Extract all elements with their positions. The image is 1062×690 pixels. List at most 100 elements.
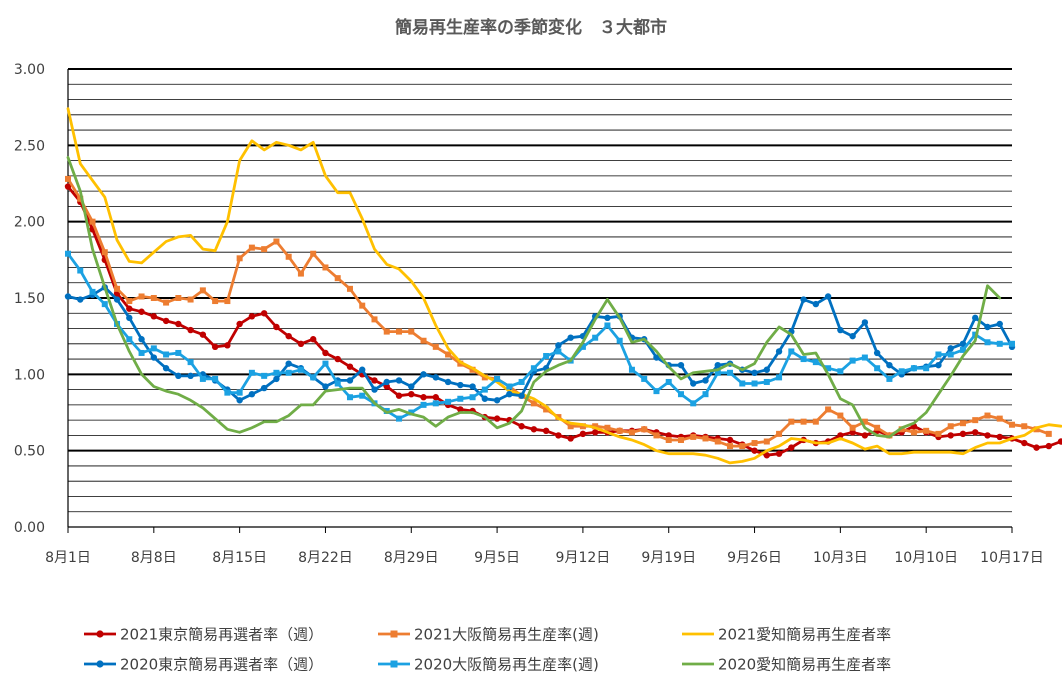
data-point — [972, 417, 979, 424]
data-point — [569, 422, 572, 425]
data-point — [248, 313, 256, 320]
data-point — [273, 238, 280, 245]
data-point — [618, 316, 621, 319]
data-point — [395, 377, 403, 384]
data-point — [520, 410, 523, 413]
legend-item: 2020大阪簡易再生産率(週) — [378, 656, 599, 674]
data-point — [211, 343, 219, 351]
data-point — [481, 386, 488, 393]
data-point — [324, 174, 327, 177]
data-point — [150, 295, 157, 301]
data-point — [741, 460, 744, 463]
data-point — [643, 338, 646, 341]
data-point — [199, 331, 207, 338]
data-point — [690, 433, 697, 440]
data-point — [163, 351, 170, 358]
data-point — [175, 295, 182, 301]
data-point — [128, 260, 131, 263]
data-point — [322, 349, 329, 357]
data-point — [408, 383, 415, 390]
data-point — [385, 263, 388, 266]
data-point — [996, 433, 1003, 441]
data-point — [201, 407, 204, 410]
data-point — [250, 139, 253, 142]
legend-item: 2021愛知簡易再生産者率 — [682, 626, 891, 644]
data-point — [493, 415, 501, 422]
data-point — [579, 423, 586, 430]
data-point — [814, 352, 817, 355]
data-point — [126, 298, 133, 305]
series-2 — [65, 175, 1052, 450]
data-point — [189, 399, 192, 402]
data-point — [214, 417, 217, 420]
x-tick-label: 9月5日 — [474, 550, 520, 566]
data-point — [187, 296, 194, 303]
data-point — [910, 429, 917, 436]
data-point — [250, 426, 253, 429]
data-point — [790, 437, 793, 440]
data-point — [91, 248, 94, 251]
data-point — [667, 452, 670, 455]
data-point — [606, 431, 609, 434]
data-point — [457, 381, 464, 389]
data-point — [65, 175, 71, 182]
data-point — [469, 383, 476, 390]
data-point — [1009, 421, 1015, 428]
data-point — [849, 424, 856, 431]
data-point — [336, 191, 339, 194]
data-point — [665, 436, 672, 443]
data-point — [935, 351, 942, 358]
data-point — [557, 364, 560, 367]
data-point — [260, 384, 268, 392]
data-point — [91, 179, 94, 182]
data-point — [729, 362, 732, 365]
data-point — [776, 430, 783, 437]
data-point — [422, 416, 425, 419]
data-point — [959, 346, 966, 353]
data-point — [1021, 423, 1028, 430]
data-point — [212, 375, 219, 382]
data-point — [77, 195, 84, 202]
data-point — [177, 393, 180, 396]
data-point — [837, 326, 844, 334]
axes: 0.00 0.50 1.00 1.50 2.00 2.50 3.00 8月1日 8月8日 8月15… — [14, 62, 1044, 566]
data-point — [788, 418, 795, 425]
data-point — [77, 267, 84, 274]
data-point — [763, 438, 770, 445]
data-point — [837, 412, 844, 419]
data-point — [508, 422, 511, 425]
data-point — [152, 385, 155, 388]
data-point — [653, 354, 660, 361]
legend-marker — [96, 660, 104, 668]
data-point — [297, 366, 304, 373]
data-point — [974, 339, 977, 342]
data-point — [236, 389, 243, 396]
data-point — [778, 445, 781, 448]
data-point — [263, 149, 266, 152]
data-point — [113, 296, 121, 303]
data-point — [187, 372, 194, 380]
data-point — [334, 380, 341, 387]
data-point — [138, 308, 145, 315]
data-point — [753, 457, 756, 460]
legend-label: 2021大阪簡易再生産率(週) — [414, 626, 599, 644]
data-point — [778, 326, 781, 329]
data-point — [567, 334, 574, 341]
legend-item: 2020東京簡易再選者率（週） — [84, 656, 323, 674]
data-point — [273, 375, 280, 383]
data-point — [677, 361, 685, 369]
data-point — [616, 427, 623, 434]
data-point — [248, 369, 255, 376]
y-tick-label: 2.00 — [14, 215, 45, 231]
data-point — [410, 280, 413, 283]
data-point — [751, 440, 758, 447]
data-point — [285, 369, 292, 376]
data-point — [103, 196, 106, 199]
data-point — [739, 380, 746, 387]
x-tick-label: 8月8日 — [131, 550, 177, 566]
data-point — [984, 412, 991, 419]
data-point — [974, 446, 977, 449]
data-point — [346, 377, 354, 384]
data-point — [297, 340, 305, 347]
data-point — [594, 426, 597, 429]
